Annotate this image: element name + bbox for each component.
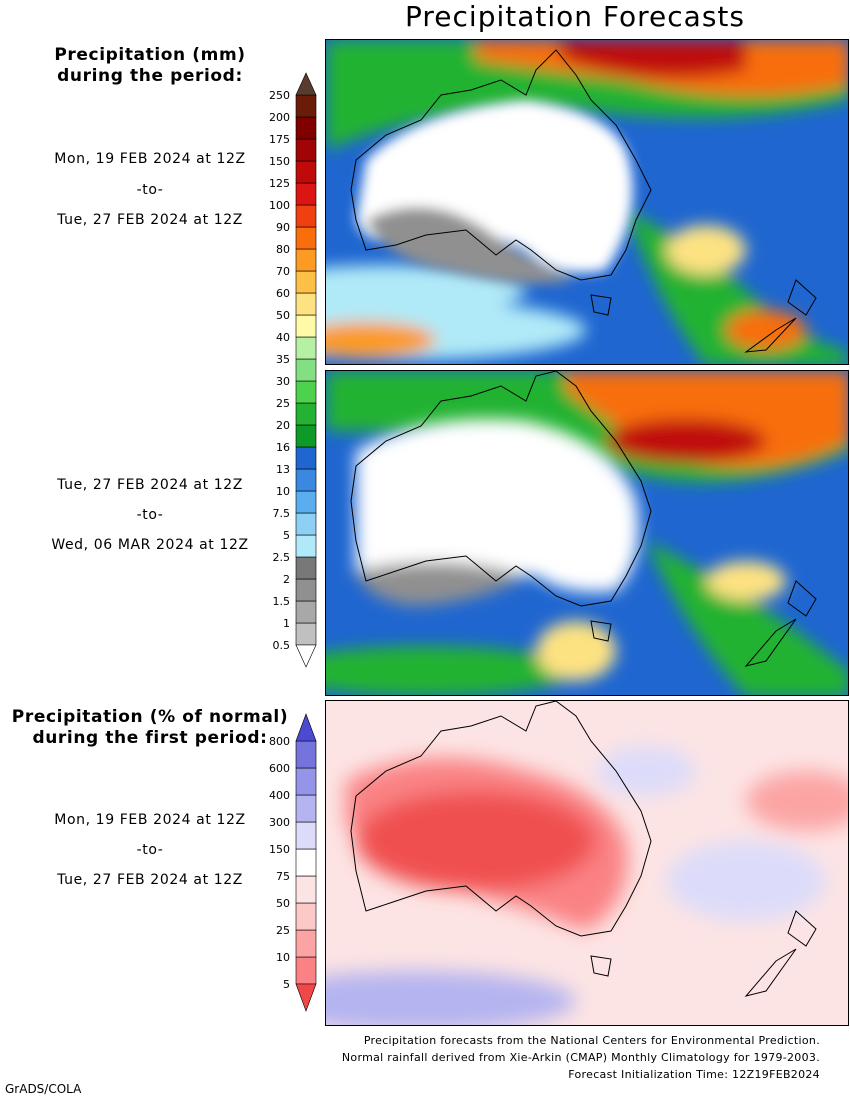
pct-colorbar-high-arrow-icon xyxy=(295,713,317,742)
pct-colorbar-segment xyxy=(295,875,317,904)
pct-colorbar-tick-label: 25 xyxy=(276,924,290,937)
page-title: Precipitation Forecasts xyxy=(405,0,745,33)
precip-percent-map xyxy=(326,701,848,1025)
pct-colorbar-tick-label: 150 xyxy=(269,843,290,856)
legend2-heading-line2: during the first period: xyxy=(32,728,268,748)
mm-colorbar-tick-label: 1 xyxy=(283,617,290,630)
period3-sep: -to- xyxy=(136,842,164,858)
mm-colorbar-low-arrow-icon xyxy=(295,644,317,668)
mm-colorbar-tick-label: 2.5 xyxy=(273,551,291,564)
period3-start: Mon, 19 FEB 2024 at 12Z xyxy=(54,812,246,828)
mm-colorbar-tick-label: 5 xyxy=(283,529,290,542)
mm-colorbar-tick-label: 13 xyxy=(276,463,290,476)
precip-map-period2 xyxy=(326,371,848,695)
pct-colorbar-tick-label: 5 xyxy=(283,978,290,991)
mm-colorbar-tick-label: 250 xyxy=(269,89,290,102)
precip-mm-colorbar: 0.5 1 1.5 2 2.5 5 7.5 10 13 16 20 25 30 35 40 50 60 70 80 9… xyxy=(269,72,317,668)
mm-colorbar-tick-label: 16 xyxy=(276,441,290,454)
mm-colorbar-tick-label: 1.5 xyxy=(273,595,291,608)
mm-colorbar-tick-label: 10 xyxy=(276,485,290,498)
mm-colorbar-tick-label: 50 xyxy=(276,309,290,322)
period1-start: Mon, 19 FEB 2024 at 12Z xyxy=(54,151,246,167)
pct-colorbar-segment xyxy=(295,902,317,931)
mm-colorbar-tick-label: 150 xyxy=(269,155,290,168)
legend2-heading-line1: Precipitation (% of normal) xyxy=(11,707,289,727)
pct-colorbar-tick-label: 400 xyxy=(269,789,290,802)
pct-colorbar-segment xyxy=(295,767,317,796)
pct-colorbar-segment xyxy=(295,848,317,877)
mm-colorbar-tick-label: 0.5 xyxy=(273,639,291,652)
mm-colorbar-tick-label: 2 xyxy=(283,573,290,586)
period2-end: Wed, 06 MAR 2024 at 12Z xyxy=(51,537,249,553)
precip-percent-colorbar: 5 10 25 50 75 150 300 400 600 800 xyxy=(269,713,317,1012)
pct-colorbar-tick-label: 10 xyxy=(276,951,290,964)
map-panel-period2 xyxy=(325,370,849,696)
mm-colorbar-tick-label: 20 xyxy=(276,419,290,432)
mm-colorbar-tick-label: 30 xyxy=(276,375,290,388)
mm-colorbar-tick-label: 25 xyxy=(276,397,290,410)
mm-colorbar-tick-label: 40 xyxy=(276,331,290,344)
footer-line3: Forecast Initialization Time: 12Z19FEB20… xyxy=(568,1068,820,1081)
mm-colorbar-tick-label: 175 xyxy=(269,133,290,146)
mm-colorbar-tick-label: 200 xyxy=(269,111,290,124)
pct-colorbar-tick-label: 300 xyxy=(269,816,290,829)
pct-colorbar-tick-label: 800 xyxy=(269,735,290,748)
mm-colorbar-tick-label: 7.5 xyxy=(273,507,291,520)
pct-colorbar-tick-label: 50 xyxy=(276,897,290,910)
pct-colorbar-segment xyxy=(295,821,317,850)
pct-colorbar-tick-label: 75 xyxy=(276,870,290,883)
map-panel-percent-normal xyxy=(325,700,849,1026)
precip-map-period1 xyxy=(326,40,848,364)
mm-colorbar-tick-label: 80 xyxy=(276,243,290,256)
pct-colorbar-segment xyxy=(295,794,317,823)
pct-colorbar-segment xyxy=(295,740,317,769)
mm-colorbar-tick-label: 35 xyxy=(276,353,290,366)
period1-end: Tue, 27 FEB 2024 at 12Z xyxy=(57,212,243,228)
legend1-heading-line1: Precipitation (mm) xyxy=(54,45,246,65)
pct-colorbar-segment xyxy=(295,929,317,958)
mm-colorbar-tick-label: 70 xyxy=(276,265,290,278)
period3-end: Tue, 27 FEB 2024 at 12Z xyxy=(57,872,243,888)
mm-colorbar-tick-label: 60 xyxy=(276,287,290,300)
pct-colorbar-low-arrow-icon xyxy=(295,983,317,1012)
mm-colorbar-high-arrow-icon xyxy=(295,72,317,96)
period2-sep: -to- xyxy=(136,507,164,523)
mm-colorbar-tick-label: 100 xyxy=(269,199,290,212)
grads-credit: GrADS/COLA xyxy=(5,1082,82,1096)
mm-colorbar-tick-label: 90 xyxy=(276,221,290,234)
mm-colorbar-tick-label: 125 xyxy=(269,177,290,190)
map-panel-period1 xyxy=(325,39,849,365)
footer-line2: Normal rainfall derived from Xie-Arkin (… xyxy=(341,1051,820,1064)
period1-sep: -to- xyxy=(136,182,164,198)
period2-start: Tue, 27 FEB 2024 at 12Z xyxy=(57,477,243,493)
pct-colorbar-tick-label: 600 xyxy=(269,762,290,775)
legend1-heading-line2: during the period: xyxy=(57,66,243,86)
footer-line1: Precipitation forecasts from the Nationa… xyxy=(363,1034,820,1047)
pct-colorbar-segment xyxy=(295,956,317,985)
